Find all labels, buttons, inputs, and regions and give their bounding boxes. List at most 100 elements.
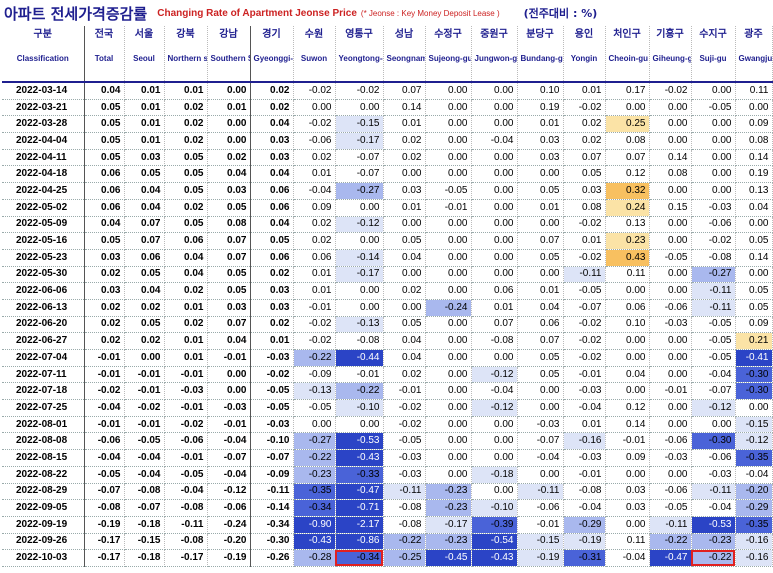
table-row: 2022-07-11 -0.01 -0.01 -0.01 0.00 -0.02 -0.09-…	[2, 366, 773, 384]
rate-cell: 0.01	[517, 282, 564, 300]
rate-cell: -0.13	[293, 382, 336, 401]
rate-cell: 0.00	[425, 99, 472, 117]
rate-cell: -0.07	[124, 499, 165, 517]
rate-cell: -0.03	[383, 466, 426, 484]
rate-cell: 0.07	[207, 232, 251, 250]
rate-cell: 0.32	[605, 182, 650, 200]
rate-cell: 0.17	[605, 82, 650, 100]
date-cell: 2022-05-30	[2, 266, 85, 284]
rate-cell: -0.06	[84, 432, 125, 451]
rate-cell: 0.43	[605, 249, 650, 267]
rate-cell: 0.00	[471, 115, 518, 134]
rate-cell: 0.02	[164, 132, 208, 150]
column-header-english: Yeongtong-gu	[338, 54, 383, 63]
rate-cell: 0.00	[649, 282, 692, 300]
rate-cell: 0.04	[84, 82, 125, 100]
date-cell: 2022-08-01	[2, 416, 85, 434]
date-cell: 2022-06-27	[2, 332, 85, 350]
rate-cell: 0.00	[293, 99, 336, 117]
rate-cell: 0.15	[649, 199, 692, 217]
rate-cell: 0.00	[471, 432, 518, 451]
rate-cell: -0.03	[250, 416, 294, 434]
rate-cell: -0.14	[250, 499, 294, 517]
rate-cell: 0.06	[164, 232, 208, 250]
rate-cell: 0.02	[383, 132, 426, 150]
table-row: 2022-08-08 -0.06 -0.05 -0.06 -0.04 -0.10 -0.27…	[2, 432, 773, 451]
rate-cell: 0.02	[293, 149, 336, 167]
rate-cell: 0.13	[735, 182, 773, 200]
rate-cell: 0.01	[164, 349, 208, 367]
rate-cell: -0.08	[124, 483, 165, 501]
rate-cell: 0.07	[563, 149, 606, 167]
date-cell: 2022-07-25	[2, 399, 85, 417]
rate-cell: 0.00	[425, 132, 472, 150]
rate-cell: -0.11	[691, 483, 736, 501]
rate-cell: 0.19	[735, 165, 773, 184]
rate-cell: 0.01	[164, 299, 208, 317]
rate-cell: 0.02	[383, 366, 426, 384]
rate-cell: -0.53	[691, 516, 736, 534]
rate-cell: 0.08	[563, 199, 606, 217]
table-row: 2022-06-06 0.03 0.04 0.02 0.05 0.03 0.01 0.00 0.…	[2, 282, 773, 300]
rate-cell: 0.00	[425, 399, 472, 417]
rate-cell: 0.00	[425, 416, 472, 434]
rate-cell: 0.00	[649, 115, 692, 134]
rate-cell: -0.08	[164, 499, 208, 517]
rate-cell: 0.06	[471, 282, 518, 300]
rate-cell: -0.23	[425, 533, 472, 551]
rate-cell: -0.53	[335, 432, 384, 451]
rate-cell: -0.06	[691, 449, 736, 467]
rate-cell: -0.18	[124, 549, 165, 567]
rate-cell: 0.00	[649, 132, 692, 150]
rate-cell: -0.04	[563, 399, 606, 417]
date-cell: 2022-09-19	[2, 516, 85, 534]
table-row: 2022-10-03 -0.17 -0.18 -0.17 -0.19 -0.26 -0.28…	[2, 549, 773, 567]
rate-cell: 0.02	[164, 316, 208, 334]
rate-cell: -0.12	[735, 432, 773, 451]
rate-cell: -0.71	[335, 499, 384, 517]
column-header: 경기 Gyeonggi-do	[250, 26, 294, 83]
rate-cell: 0.00	[471, 266, 518, 284]
rate-cell: 0.01	[383, 115, 426, 134]
column-header-korean: 수원	[304, 29, 324, 40]
rate-cell: 0.00	[605, 516, 650, 534]
rate-cell: 0.02	[250, 266, 294, 284]
rate-cell: -0.06	[207, 499, 251, 517]
rate-cell: 0.02	[293, 216, 336, 234]
rate-cell: -0.02	[124, 399, 165, 417]
rate-cell: 0.00	[425, 382, 472, 401]
rate-cell: 0.07	[124, 232, 165, 250]
rate-cell: -0.27	[691, 266, 736, 284]
rate-cell: 0.00	[207, 115, 251, 134]
rate-cell: -0.34	[335, 549, 384, 567]
rate-cell: -0.07	[84, 483, 125, 501]
rate-cell: 0.00	[425, 466, 472, 484]
rate-cell: -0.03	[691, 199, 736, 217]
rate-cell: 0.00	[335, 282, 384, 300]
rate-cell: 0.08	[605, 132, 650, 150]
rate-cell: 0.03	[207, 182, 251, 200]
rate-cell: -0.04	[605, 549, 650, 567]
rate-cell: 0.14	[605, 416, 650, 434]
rate-cell: -0.15	[335, 115, 384, 134]
rate-cell: -0.25	[383, 549, 426, 567]
rate-cell: 0.05	[517, 366, 564, 384]
date-cell: 2022-08-15	[2, 449, 85, 467]
rate-cell: 0.05	[164, 182, 208, 200]
rate-cell: -0.43	[293, 533, 336, 551]
rate-cell: 0.00	[425, 115, 472, 134]
rate-cell: -0.19	[84, 516, 125, 534]
table-row: 2022-07-04 -0.01 0.00 0.01 -0.01 -0.03 -0.22 -0…	[2, 349, 773, 367]
rate-cell: 0.09	[735, 115, 773, 134]
table-row: 2022-03-21 0.05 0.01 0.02 0.01 0.02 0.00 0.00 0.…	[2, 99, 773, 117]
rate-cell: -0.07	[207, 449, 251, 467]
rate-cell: 0.03	[250, 299, 294, 317]
date-cell: 2022-06-20	[2, 316, 85, 334]
rate-cell: -0.03	[383, 449, 426, 467]
rate-cell: -0.01	[207, 416, 251, 434]
rate-cell: 0.06	[84, 165, 125, 184]
rate-cell: 0.05	[735, 282, 773, 300]
rate-cell: 0.02	[383, 149, 426, 167]
rate-cell: 0.00	[207, 382, 251, 401]
rate-cell: 0.00	[517, 266, 564, 284]
